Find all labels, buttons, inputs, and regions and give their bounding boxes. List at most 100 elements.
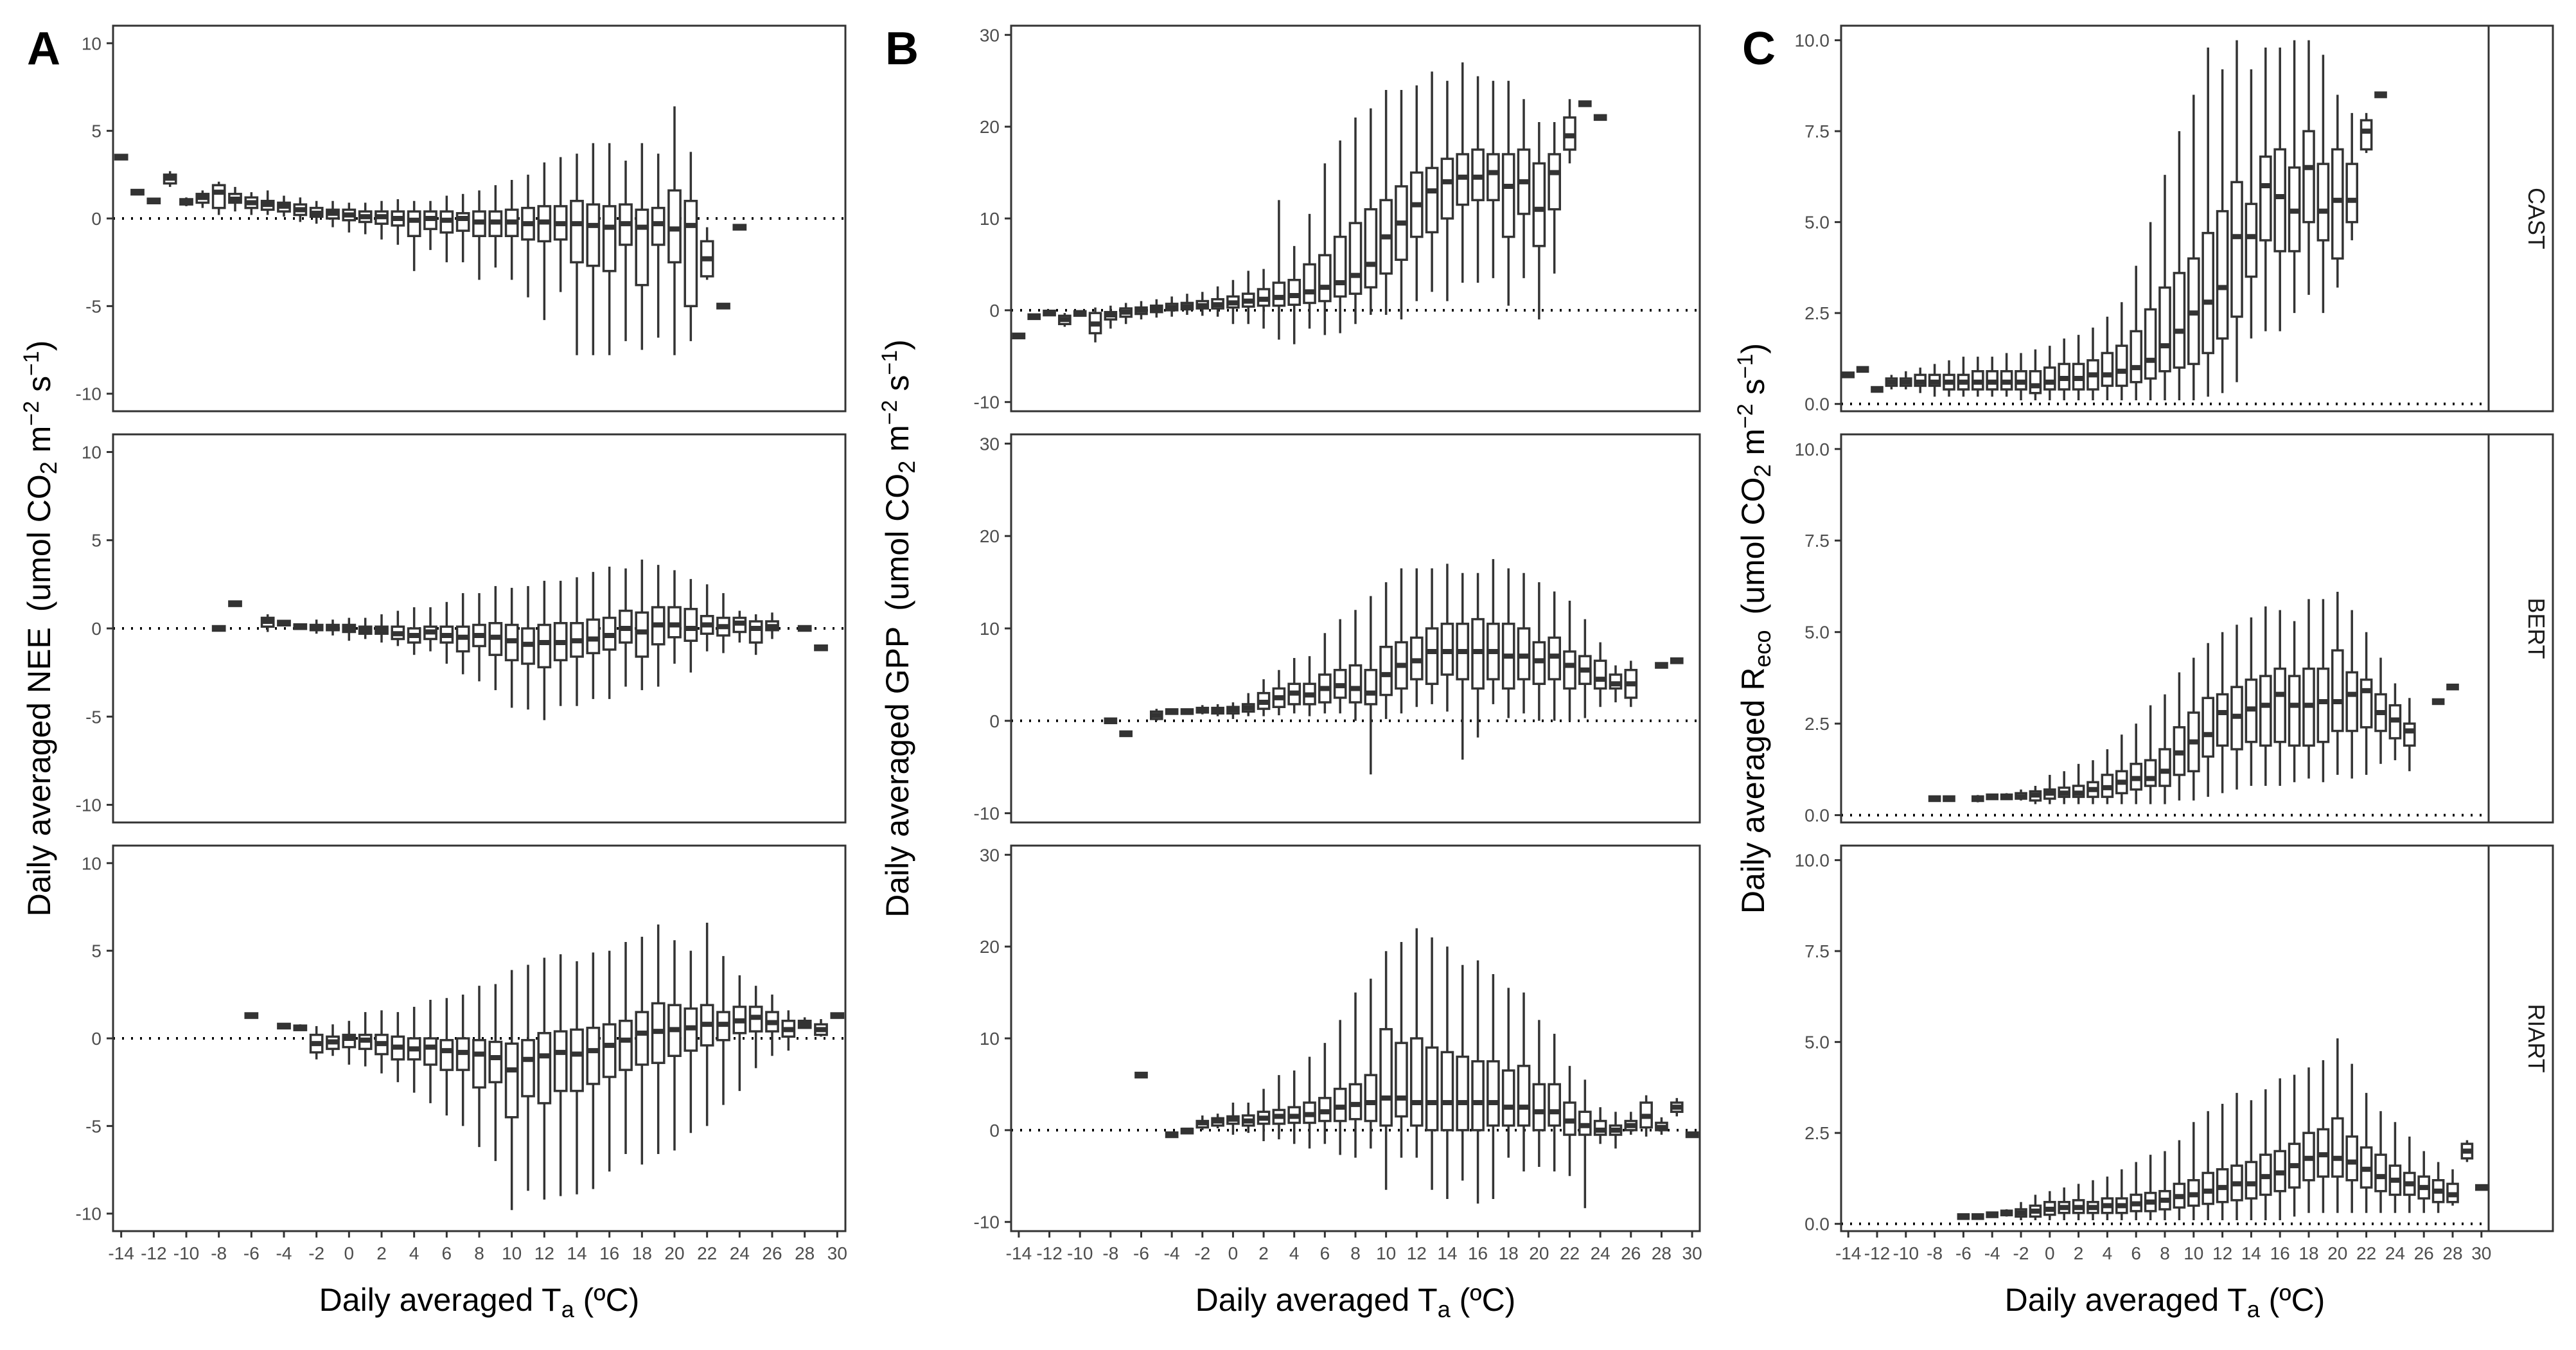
box-B-RIART-27 bbox=[1639, 1095, 1653, 1137]
box-C-RIART--6 bbox=[1957, 1213, 1970, 1220]
iqr-box bbox=[570, 1028, 584, 1092]
box-C-CAST-8 bbox=[2158, 175, 2171, 401]
box-A-CAST-17 bbox=[619, 161, 633, 341]
box-B-CAST-15 bbox=[1456, 62, 1470, 283]
y-tick-label: 0 bbox=[989, 301, 1000, 321]
box-C-BERT--1 bbox=[2029, 786, 2042, 804]
box-C-CAST--12 bbox=[1871, 386, 1883, 393]
x-tick-label: 26 bbox=[762, 1243, 782, 1263]
box-C-RIART-16 bbox=[2273, 1078, 2287, 1221]
box-B-BERT-21 bbox=[1548, 591, 1562, 721]
box-A-CAST--4 bbox=[277, 195, 291, 217]
box-C-CAST--2 bbox=[2015, 353, 2027, 401]
box-C-CAST--5 bbox=[1971, 357, 1984, 397]
x-tick-label: 16 bbox=[1468, 1243, 1488, 1263]
box-A-CAST-13 bbox=[553, 157, 568, 292]
text-part: ) bbox=[1735, 343, 1771, 354]
box-A-BERT-11 bbox=[521, 586, 535, 710]
y-tick-label: -10 bbox=[76, 384, 101, 404]
box-A-CAST-24 bbox=[732, 224, 747, 231]
box-A-BERT-25 bbox=[748, 614, 763, 655]
text-part: Daily averaged T bbox=[319, 1282, 561, 1318]
box-B-RIART-3 bbox=[1272, 1075, 1286, 1140]
box-C-RIART-28 bbox=[2446, 1169, 2459, 1206]
box-A-CAST--3 bbox=[293, 197, 308, 222]
box-A-CAST-1 bbox=[358, 202, 373, 235]
box-C-CAST--13 bbox=[1856, 366, 1869, 373]
box-A-RIART-11 bbox=[521, 964, 535, 1191]
box-C-BERT-11 bbox=[2201, 643, 2215, 797]
box-A-RIART-7 bbox=[455, 994, 470, 1126]
iqr-box bbox=[1318, 254, 1332, 303]
box-B-CAST-4 bbox=[1287, 245, 1301, 344]
box-B-CAST-16 bbox=[1471, 76, 1485, 283]
panel-letter-A: A bbox=[27, 23, 60, 75]
box-A-CAST-8 bbox=[472, 190, 486, 280]
x-tick-label: 18 bbox=[1499, 1243, 1519, 1263]
box-B-RIART-10 bbox=[1379, 951, 1393, 1190]
y-tick-label: 10 bbox=[82, 442, 101, 462]
y-tick-label: -10 bbox=[974, 804, 1000, 824]
y-tick-label: 10 bbox=[980, 209, 1000, 229]
box-A-RIART-10 bbox=[504, 970, 519, 1211]
box-A-CAST-4 bbox=[407, 200, 421, 271]
box-B-CAST-23 bbox=[1578, 100, 1592, 107]
box-B-BERT-14 bbox=[1440, 564, 1454, 712]
box-B-CAST-11 bbox=[1395, 90, 1408, 320]
box-C-CAST-6 bbox=[2130, 265, 2143, 401]
box-B-RIART-26 bbox=[1624, 1112, 1638, 1135]
x-tick-label: -14 bbox=[108, 1243, 134, 1263]
box-B-BERT-20 bbox=[1532, 582, 1546, 721]
text-part: (umol CO bbox=[1735, 477, 1771, 615]
box-B-CAST-9 bbox=[1364, 108, 1378, 315]
text-part: m bbox=[879, 425, 915, 461]
x-tick-label: -12 bbox=[141, 1243, 166, 1263]
box-C-CAST-7 bbox=[2144, 222, 2157, 401]
box-A-BERT-10 bbox=[504, 587, 519, 708]
text-part: eco bbox=[1749, 630, 1776, 668]
box-B-RIART-29 bbox=[1670, 1097, 1684, 1117]
box-A-RIART-3 bbox=[391, 1012, 405, 1083]
box-B-RIART-5 bbox=[1303, 1056, 1316, 1149]
box-B-CAST--13 bbox=[1027, 313, 1041, 321]
facet-label-RIART: RIART bbox=[2523, 1004, 2550, 1072]
iqr-box bbox=[553, 1030, 568, 1092]
iqr-box bbox=[635, 208, 649, 287]
box-B-BERT-17 bbox=[1486, 559, 1500, 704]
box-C-RIART--2 bbox=[2015, 1202, 2027, 1221]
x-tick-label: -6 bbox=[1955, 1243, 1972, 1263]
x-tick-label: -10 bbox=[173, 1243, 199, 1263]
box-C-RIART-21 bbox=[2345, 1063, 2359, 1213]
iqr-box bbox=[2245, 202, 2258, 278]
x-tick-label: -10 bbox=[1893, 1243, 1919, 1263]
iqr-box bbox=[1287, 278, 1301, 306]
x-axis-title: Daily averaged Ta (ºC) bbox=[319, 1282, 640, 1322]
box-C-BERT-24 bbox=[2388, 683, 2402, 761]
iqr-box bbox=[2043, 366, 2056, 391]
box-C-RIART-3 bbox=[2086, 1180, 2099, 1221]
x-tick-label: -4 bbox=[1164, 1243, 1180, 1263]
x-tick-label: 22 bbox=[2356, 1243, 2376, 1263]
panel-B-CAST: -10 0 10 20 30 bbox=[974, 24, 1701, 413]
box-A-CAST--6 bbox=[244, 192, 259, 215]
box-A-CAST-10 bbox=[504, 180, 519, 280]
box-A-RIART-28 bbox=[797, 1017, 812, 1029]
box-A-BERT-20 bbox=[667, 570, 682, 664]
box-C-RIART-11 bbox=[2201, 1111, 2215, 1221]
box-B-BERT-11 bbox=[1395, 568, 1408, 714]
iqr-box bbox=[2259, 675, 2272, 747]
iqr-box bbox=[1425, 627, 1439, 686]
box-B-CAST-19 bbox=[1517, 99, 1531, 278]
y-tick-label: 0.0 bbox=[1804, 806, 1830, 826]
iqr-box bbox=[1548, 153, 1562, 211]
box-B-CAST-21 bbox=[1548, 122, 1562, 274]
box-A-RIART-6 bbox=[439, 998, 454, 1115]
iqr-box bbox=[1425, 166, 1439, 234]
box-C-RIART--1 bbox=[2029, 1195, 2042, 1221]
y-tick-label: 20 bbox=[980, 526, 1000, 546]
box-C-RIART-19 bbox=[2316, 1060, 2330, 1213]
panel-A-BERT: -10 -5 0 5 10 bbox=[76, 433, 847, 824]
panel-letter-C: C bbox=[1742, 23, 1776, 75]
box-A-RIART-2 bbox=[375, 1010, 389, 1074]
box-C-RIART-1 bbox=[2058, 1187, 2071, 1221]
